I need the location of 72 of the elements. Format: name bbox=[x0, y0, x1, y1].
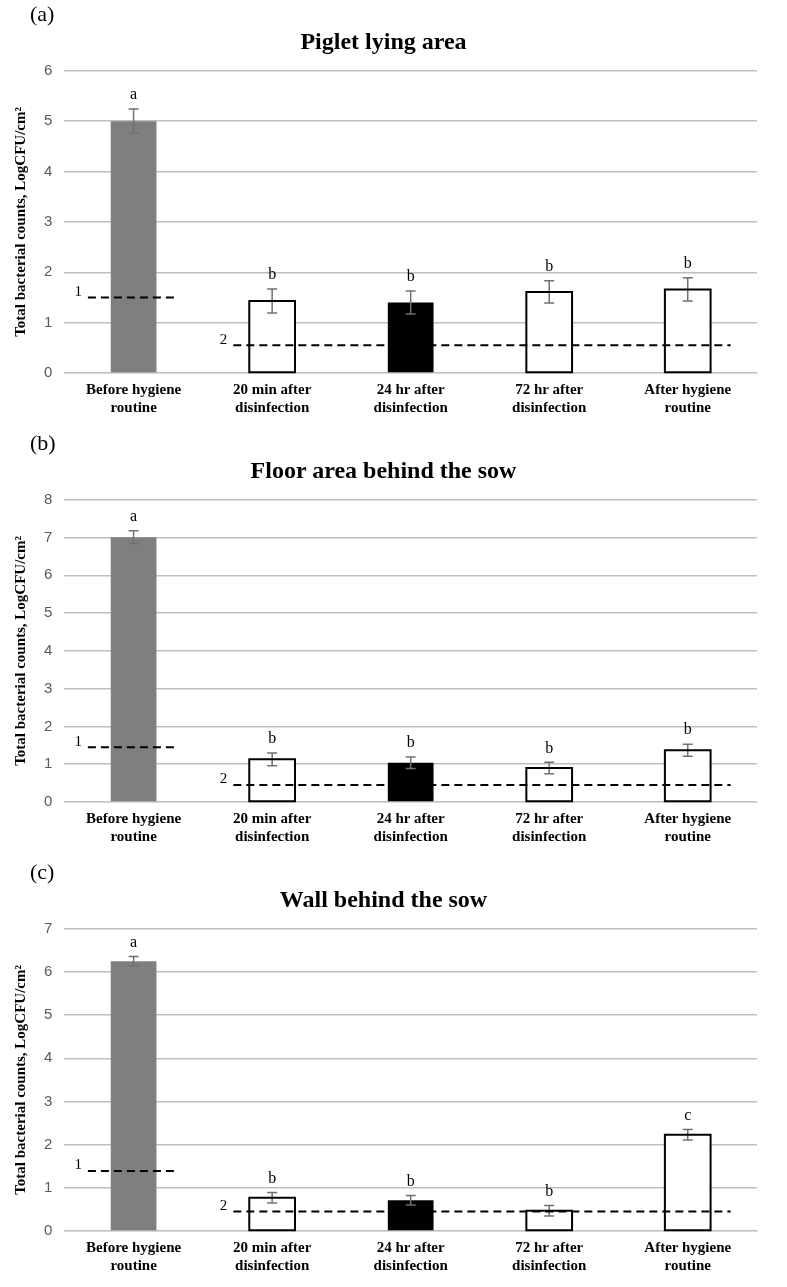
annotation: b bbox=[268, 1168, 277, 1186]
y-tick-label: 4 bbox=[44, 161, 53, 179]
annotation: a bbox=[130, 932, 138, 950]
annotation: b bbox=[683, 254, 692, 272]
y-tick-label: 5 bbox=[44, 1005, 53, 1023]
x-tick-label: 20 min after disinfection bbox=[232, 809, 312, 844]
annotation: b bbox=[545, 1181, 554, 1199]
x-tick-label: 20 min after disinfection bbox=[232, 380, 312, 415]
y-tick-label: 5 bbox=[44, 111, 53, 129]
y-tick-label: 1 bbox=[44, 1177, 53, 1195]
bar bbox=[110, 121, 157, 373]
annotation: 1 bbox=[74, 732, 82, 749]
x-tick-label: 24 hr after disinfection bbox=[373, 380, 449, 415]
y-tick-label: 4 bbox=[44, 1048, 53, 1066]
annotation: a bbox=[130, 85, 138, 103]
y-tick-label: 1 bbox=[44, 754, 53, 772]
y-axis-title: Total bacterial counts, LogCFU/cm² bbox=[11, 106, 28, 337]
annotation: 2 bbox=[219, 770, 228, 787]
x-tick-label: After hygiene routine bbox=[644, 1238, 732, 1273]
x-tick-label: 24 hr after disinfection bbox=[373, 1238, 449, 1273]
x-tick-label: After hygiene routine bbox=[644, 809, 732, 844]
annotation: 2 bbox=[219, 330, 228, 347]
x-tick-label: 24 hr after disinfection bbox=[373, 809, 449, 844]
y-tick-label: 1 bbox=[44, 312, 53, 330]
y-tick-label: 2 bbox=[44, 1134, 53, 1152]
y-tick-label: 6 bbox=[44, 962, 53, 980]
x-tick-label: Before hygiene routine bbox=[86, 809, 182, 844]
annotation: b bbox=[268, 265, 277, 283]
y-tick-label: 0 bbox=[44, 792, 53, 810]
y-tick-label: 7 bbox=[44, 527, 53, 545]
y-tick-label: 0 bbox=[44, 363, 53, 381]
annotation: b bbox=[268, 729, 277, 747]
chart-title: Floor area behind the sow bbox=[250, 456, 518, 483]
chart-title: Piglet lying area bbox=[300, 27, 467, 54]
y-tick-label: 2 bbox=[44, 262, 53, 280]
x-tick-label: 20 min after disinfection bbox=[232, 1238, 312, 1273]
bar bbox=[110, 537, 157, 802]
y-tick-label: 3 bbox=[44, 678, 53, 696]
y-tick-label: 7 bbox=[44, 918, 53, 936]
annotation: b bbox=[545, 257, 554, 275]
text: (b) bbox=[30, 429, 56, 455]
y-tick-label: 2 bbox=[44, 716, 53, 734]
x-tick-label: 72 hr after disinfection bbox=[512, 380, 587, 415]
x-tick-label: 72 hr after disinfection bbox=[512, 1238, 587, 1273]
y-tick-label: 6 bbox=[44, 565, 53, 583]
y-tick-label: 5 bbox=[44, 603, 53, 621]
y-axis-title: Total bacterial counts, LogCFU/cm² bbox=[11, 964, 28, 1195]
x-tick-label: Before hygiene routine bbox=[86, 1238, 182, 1273]
text: (c) bbox=[30, 858, 55, 884]
x-tick-label: After hygiene routine bbox=[644, 380, 732, 415]
chart-title: Wall behind the sow bbox=[279, 885, 488, 912]
annotation: b bbox=[406, 733, 415, 751]
y-tick-label: 8 bbox=[44, 489, 53, 507]
annotation: 2 bbox=[219, 1197, 228, 1214]
bar bbox=[110, 961, 157, 1231]
annotation: a bbox=[130, 506, 138, 524]
y-tick-label: 4 bbox=[44, 641, 53, 659]
annotation: 1 bbox=[74, 1156, 82, 1173]
x-tick-label: 72 hr after disinfection bbox=[512, 809, 587, 844]
annotation: c bbox=[684, 1105, 692, 1123]
annotation: b bbox=[545, 738, 554, 756]
text: (a) bbox=[30, 0, 55, 26]
y-tick-label: 3 bbox=[44, 1091, 53, 1109]
y-axis-title: Total bacterial counts, LogCFU/cm² bbox=[11, 535, 28, 766]
annotation: b bbox=[406, 267, 415, 285]
x-tick-label: Before hygiene routine bbox=[86, 380, 182, 415]
y-tick-label: 0 bbox=[44, 1221, 53, 1239]
y-tick-label: 6 bbox=[44, 60, 53, 78]
y-tick-label: 3 bbox=[44, 212, 53, 230]
annotation: 1 bbox=[74, 282, 82, 299]
annotation: b bbox=[406, 1171, 415, 1189]
annotation: b bbox=[683, 720, 692, 738]
